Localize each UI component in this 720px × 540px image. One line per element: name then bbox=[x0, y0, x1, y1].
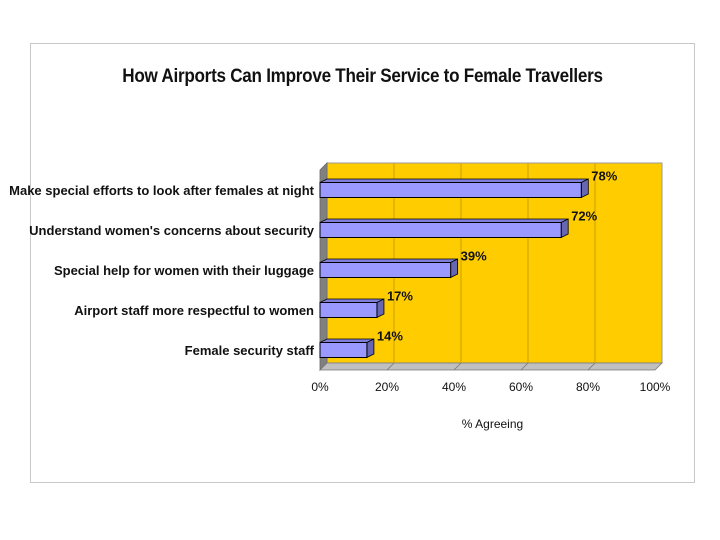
x-tick-label: 20% bbox=[375, 380, 399, 394]
category-label: Airport staff more respectful to women bbox=[74, 303, 314, 318]
gridline-floor bbox=[453, 362, 462, 371]
bar bbox=[319, 262, 452, 278]
bars bbox=[319, 178, 589, 359]
data-label: 72% bbox=[571, 209, 597, 224]
x-tick-label: 100% bbox=[640, 380, 671, 394]
bar-end-face bbox=[560, 218, 569, 239]
floor bbox=[319, 362, 663, 371]
category-label: Understand women's concerns about securi… bbox=[29, 223, 315, 238]
bar bbox=[319, 222, 562, 238]
bar-end-face bbox=[376, 298, 385, 319]
x-tick-label: 40% bbox=[442, 380, 466, 394]
x-axis-title: % Agreeing bbox=[462, 417, 523, 431]
category-label: Female security staff bbox=[185, 343, 315, 358]
data-label: 39% bbox=[461, 249, 487, 264]
x-tick-label: 0% bbox=[311, 380, 329, 394]
category-label: Special help for women with their luggag… bbox=[54, 263, 314, 278]
data-label: 17% bbox=[387, 289, 413, 304]
bar-top-face bbox=[319, 298, 385, 303]
bar-top-face bbox=[319, 258, 458, 263]
bar-top-face bbox=[319, 178, 589, 183]
category-label: Make special efforts to look after femal… bbox=[9, 183, 315, 198]
data-label: 14% bbox=[377, 329, 403, 344]
x-tick-label: 60% bbox=[509, 380, 533, 394]
bar-end-face bbox=[580, 178, 589, 199]
gridline-floor bbox=[386, 362, 395, 371]
bar-top-face bbox=[319, 218, 569, 223]
gridline-floor bbox=[587, 362, 596, 371]
gridline-floor bbox=[520, 362, 529, 371]
bar-end-face bbox=[450, 258, 459, 279]
bar bbox=[319, 342, 368, 358]
chart-title: How Airports Can Improve Their Service t… bbox=[122, 66, 603, 87]
plot-area bbox=[319, 162, 663, 371]
bar-top-face bbox=[319, 338, 375, 343]
labels: 0% 20% 40% 60% 80% 100% % Agreeing 78% Make spec… bbox=[9, 169, 671, 432]
bar-end-face bbox=[366, 338, 375, 359]
bar bbox=[319, 182, 582, 198]
data-label: 78% bbox=[591, 169, 617, 184]
x-tick-label: 80% bbox=[576, 380, 600, 394]
bar bbox=[319, 302, 378, 318]
